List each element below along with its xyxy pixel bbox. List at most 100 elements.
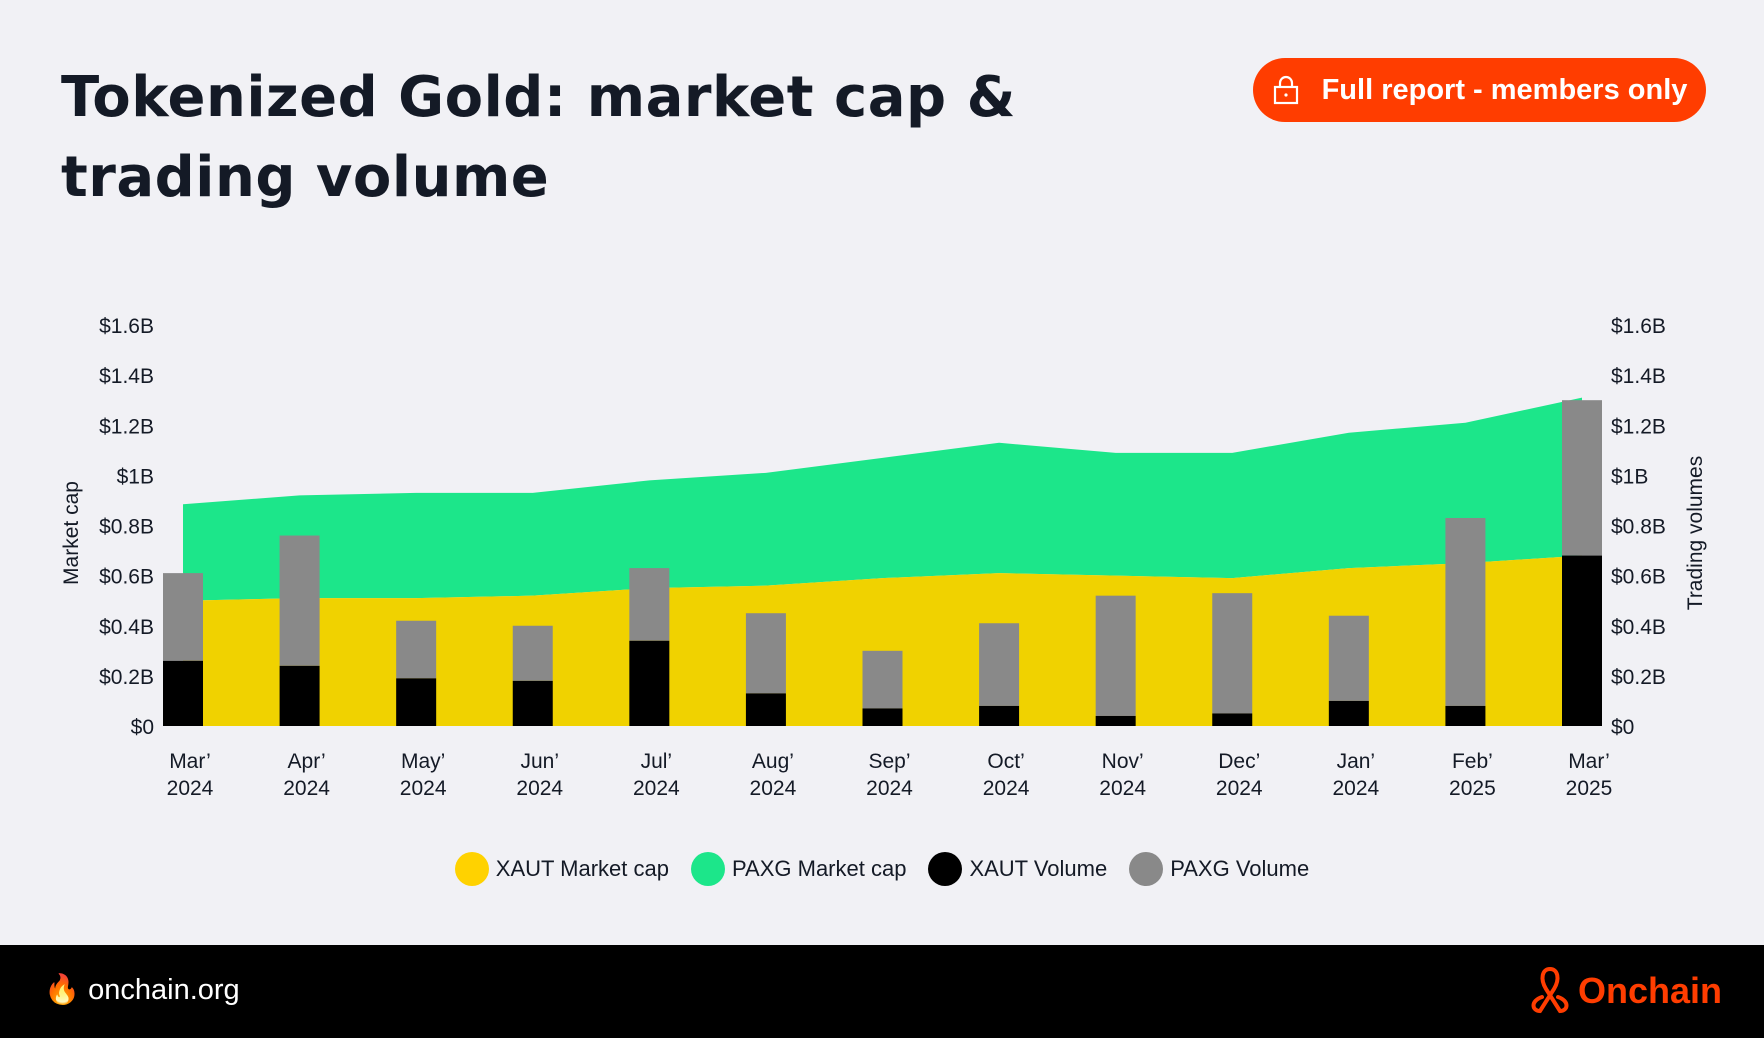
site-label: onchain.org (88, 973, 240, 1006)
y-tick-left: $1B (117, 465, 154, 488)
bar-paxg-volume (1095, 595, 1136, 716)
x-tick-label: Dec’ 2024 (1216, 750, 1263, 800)
bar-xaut-volume (1328, 700, 1369, 726)
bar-xaut-volume (1562, 555, 1602, 726)
bar-xaut-volume (862, 708, 903, 726)
legend-label: PAXG Market cap (732, 856, 907, 881)
x-tick-line: Feb’ (1452, 750, 1493, 773)
bar-xaut-volume (512, 680, 553, 726)
bar-paxg-volume (862, 650, 903, 709)
y-tick-right: $0.8B (1611, 516, 1666, 539)
legend-label: PAXG Volume (1170, 856, 1310, 881)
y-tick-right: $0.2B (1611, 666, 1666, 689)
x-tick-label: Mar’ 2025 (1566, 750, 1613, 800)
site-link[interactable]: 🔥 onchain.org (44, 973, 240, 1007)
x-tick-label: Jul’ 2024 (633, 750, 680, 800)
legend-item-xaut-market-cap: XAUT Market cap (454, 852, 669, 886)
y-tick-left: $1.2B (99, 415, 154, 438)
y-tick-right: $0.4B (1611, 616, 1666, 639)
x-tick-label: Feb’ 2025 (1449, 750, 1496, 800)
brand-name: Onchain (1577, 970, 1722, 1011)
x-tick-label: Apr’ 2024 (283, 750, 330, 800)
onchain-logo-icon (1531, 967, 1569, 1013)
bar-paxg-volume (1212, 593, 1253, 714)
y-tick-left: $0 (131, 716, 154, 739)
brand-logo: Onchain (1528, 965, 1722, 1017)
x-tick-label: Jun’ 2024 (516, 750, 563, 800)
x-tick-label: May’ 2024 (400, 750, 447, 800)
bar-paxg-volume (396, 620, 437, 679)
x-tick-label: Jan’ 2024 (1332, 750, 1379, 800)
y-tick-right: $1.4B (1611, 365, 1666, 388)
bar-paxg-volume (629, 568, 670, 641)
legend-swatch (928, 852, 963, 886)
x-tick-line: Apr’ (288, 750, 326, 773)
bar-paxg-volume (1328, 615, 1369, 701)
x-tick-line: Aug’ (752, 750, 794, 773)
x-tick-line: 2024 (983, 777, 1030, 800)
legend-item-paxg-market-cap: PAXG Market cap (691, 852, 906, 886)
bar-xaut-volume (396, 678, 437, 726)
full-report-button[interactable]: Full report - members only (1253, 58, 1706, 122)
x-tick-line: 2024 (1216, 777, 1263, 800)
chart: $0 $0 $0.2B $0.2B $0.4B $0.4B $0.6B $0.6B $0.8B $… (60, 315, 1707, 800)
bar-paxg-volume (1562, 400, 1602, 556)
x-tick-label: Aug’ 2024 (750, 750, 797, 800)
bar-xaut-volume (1212, 713, 1253, 726)
x-tick-line: 2024 (283, 777, 330, 800)
legend-label: XAUT Volume (969, 856, 1108, 881)
y-tick-left: $0.6B (99, 566, 154, 589)
bar-paxg-volume (745, 613, 786, 694)
x-tick-line: 2025 (1566, 777, 1613, 800)
x-tick-line: 2024 (633, 777, 680, 800)
x-tick-line: Dec’ (1218, 750, 1260, 773)
legend-label: XAUT Market cap (495, 856, 669, 881)
y-axis-label-right: Trading volumes (1684, 456, 1707, 610)
bar-xaut-volume (1095, 715, 1136, 726)
x-tick-line: 2024 (516, 777, 563, 800)
y-tick-right: $0.6B (1611, 566, 1666, 589)
y-tick-left: $0.4B (99, 616, 154, 639)
bar-xaut-volume (1445, 705, 1486, 726)
x-tick-line: 2025 (1449, 777, 1496, 800)
bar-xaut-volume (745, 693, 786, 726)
x-tick-line: Jul’ (641, 750, 673, 773)
lock-icon (1273, 75, 1298, 105)
bar-paxg-volume (163, 573, 203, 661)
page-title: Tokenized Gold: market cap & trading vol… (61, 65, 1016, 210)
y-tick-left: $1.4B (99, 365, 154, 388)
legend-swatch (454, 852, 489, 886)
x-tick-line: 2024 (1099, 777, 1146, 800)
bar-paxg-volume (512, 625, 553, 681)
legend: XAUT Market cap PAXG Market cap XAUT Vol… (0, 852, 1764, 886)
fire-icon: 🔥 (44, 974, 81, 1006)
y-tick-left: $1.6B (99, 315, 154, 338)
bar-xaut-volume (629, 640, 670, 726)
area-paxg-market-cap (183, 397, 1582, 601)
x-tick-line: Oct’ (987, 750, 1024, 773)
x-tick-line: Jan’ (1337, 750, 1376, 773)
legend-swatch (1129, 852, 1164, 886)
bar-xaut-volume (163, 660, 203, 726)
x-tick-line: 2024 (167, 777, 214, 800)
bar-paxg-volume (279, 535, 320, 666)
x-tick-line: Mar’ (169, 750, 211, 773)
x-tick-line: Nov’ (1102, 750, 1144, 773)
y-tick-left: $0.8B (99, 516, 154, 539)
x-tick-line: Sep’ (868, 750, 910, 773)
x-tick-line: 2024 (866, 777, 913, 800)
bar-xaut-volume (279, 665, 320, 726)
x-tick-line: 2024 (1332, 777, 1379, 800)
x-tick-line: Mar’ (1568, 750, 1610, 773)
y-tick-left: $0.2B (99, 666, 154, 689)
legend-item-xaut-volume: XAUT Volume (928, 852, 1107, 886)
y-tick-right: $0 (1611, 716, 1634, 739)
full-report-label: Full report - members only (1321, 73, 1688, 106)
x-tick-line: 2024 (400, 777, 447, 800)
x-tick-line: May’ (401, 750, 445, 773)
x-tick-label: Mar’ 2024 (167, 750, 214, 800)
x-tick-label: Nov’ 2024 (1099, 750, 1146, 800)
y-tick-right: $1.2B (1611, 415, 1666, 438)
legend-swatch (691, 852, 725, 886)
bar-xaut-volume (979, 705, 1020, 726)
